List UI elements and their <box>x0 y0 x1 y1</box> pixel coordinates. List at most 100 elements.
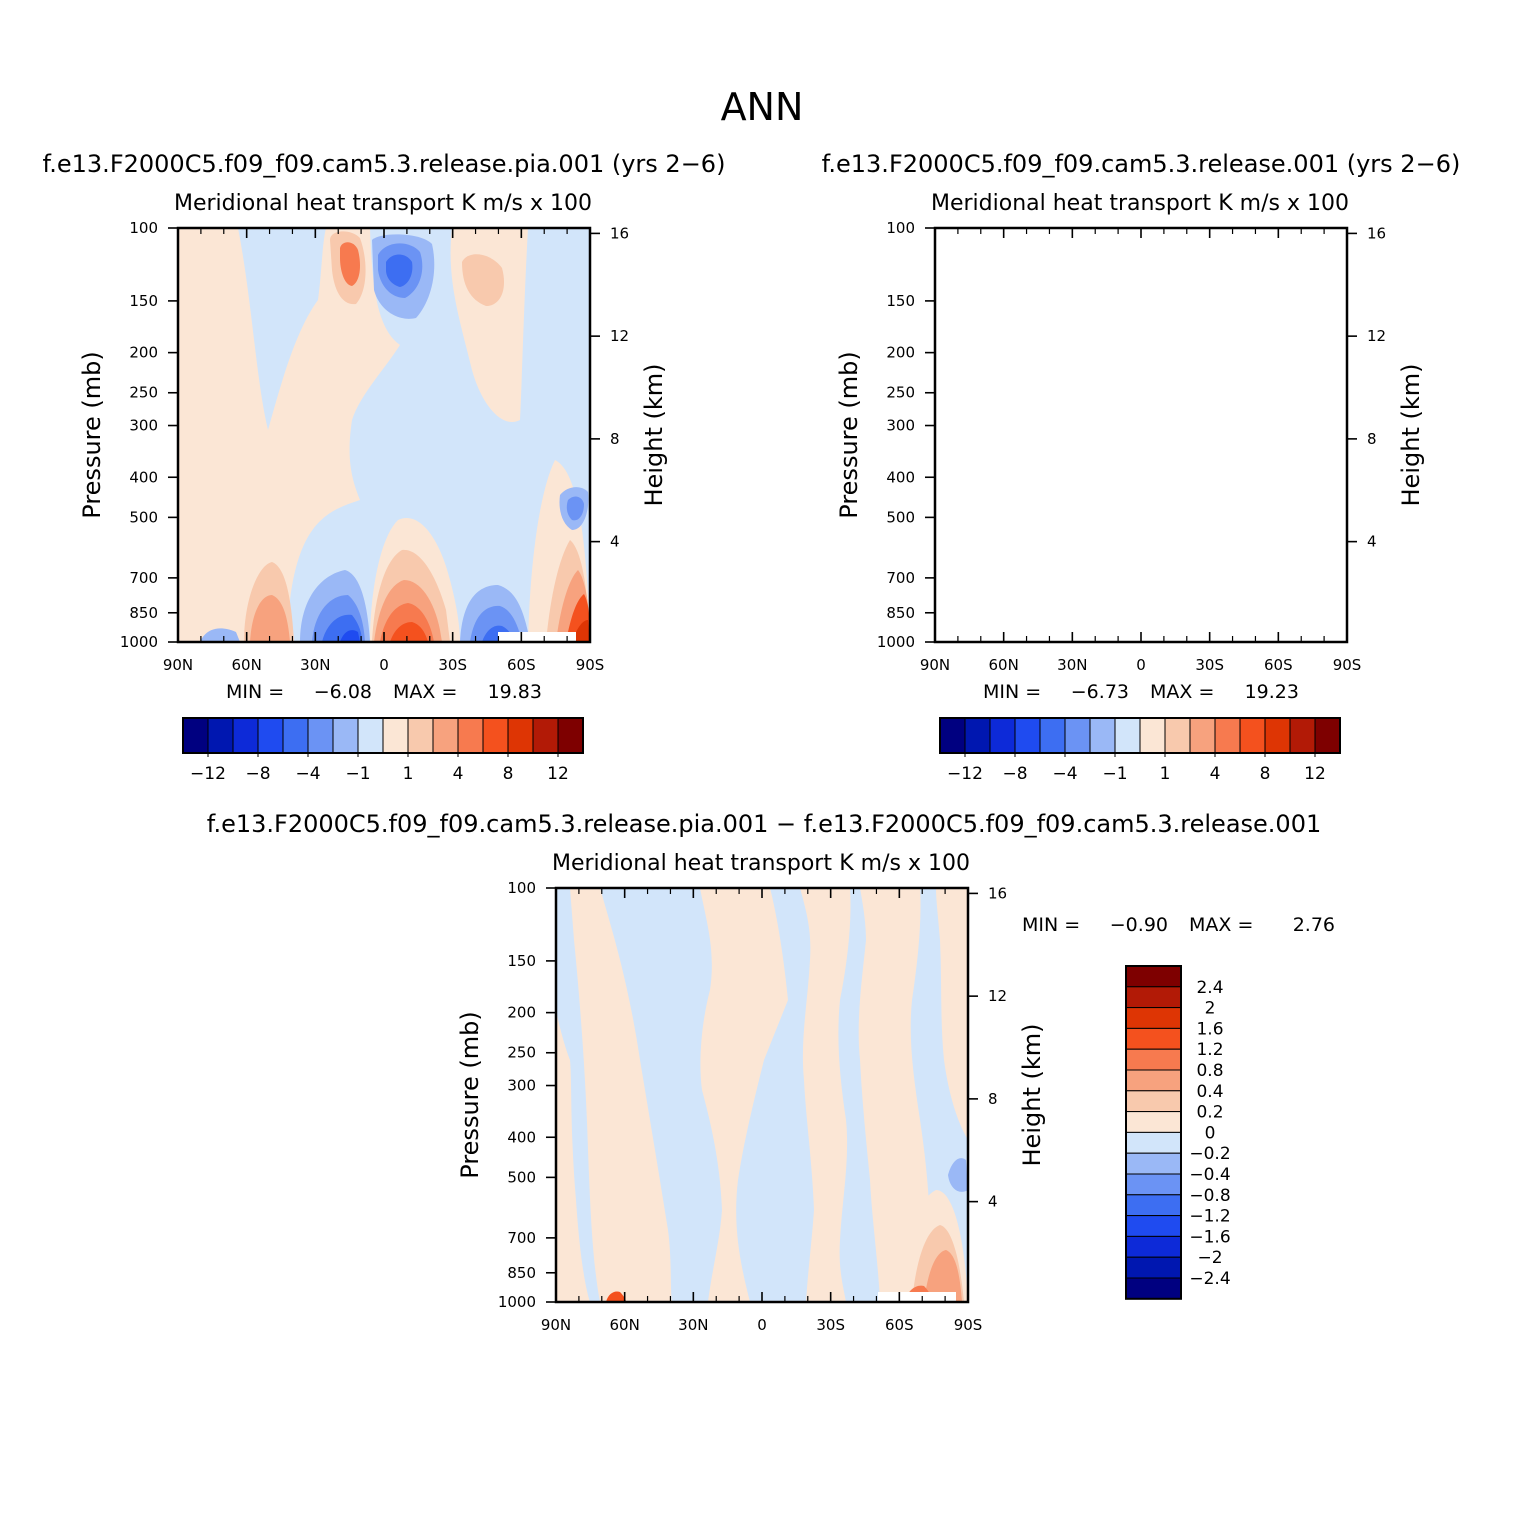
panel-1-min-label: MIN = <box>226 681 284 703</box>
panel-2-colorbar: −12 −8 −4 −1 1 4 8 12 <box>939 717 1341 784</box>
panel-1-colorbar-frame <box>182 717 584 754</box>
panel-diff-ytick-label: 850 <box>507 1264 536 1282</box>
panel-2-colorbar-label: 1 <box>1160 764 1171 784</box>
panel-2-ytick-label: 300 <box>886 417 915 435</box>
panel-2-ytick-label: 500 <box>886 508 915 526</box>
panel-1-ytick-label: 150 <box>129 292 158 310</box>
panel-2-y2tick-label: 4 <box>1367 533 1377 551</box>
panel-2-xtick-label: 30S <box>1195 656 1224 674</box>
panel-2-colorbar-label: −8 <box>1002 764 1027 784</box>
panel-1-colorbar-label: 1 <box>403 764 414 784</box>
panel-2-axes: 100 150 200 250 300 400 500 700 850 1000 16 12 8 4 90N… <box>877 219 1386 674</box>
panel-2-max-value: 19.23 <box>1245 681 1299 703</box>
panel-2-colorbar-swatch <box>1214 717 1241 754</box>
panel-2-colorbar-label: −4 <box>1052 764 1077 784</box>
panel-diff-y2tick-label: 4 <box>988 1193 998 1211</box>
panel-2-ytick-label: 1000 <box>877 633 915 651</box>
panel-1-right-title: K m/s x 100 <box>461 191 592 216</box>
panel-1-colorbar-swatch <box>357 717 384 754</box>
panel-diff-y2tick-label: 8 <box>988 1090 998 1108</box>
panel-diff-xtick-label: 90N <box>541 1316 571 1334</box>
panel-diff-colorbar-label: 0 <box>1205 1123 1216 1143</box>
panel-1-contour-field <box>178 228 590 642</box>
panel-diff-xtick-label: 60S <box>885 1316 914 1334</box>
panel-diff-ytick-label: 300 <box>507 1077 536 1095</box>
panel-2-right-title: K m/s x 100 <box>1218 191 1349 216</box>
panel-1-colorbar-swatch <box>282 717 309 754</box>
panel-2-y2tick-label: 8 <box>1367 430 1377 448</box>
panel-1-colorbar-swatch <box>257 717 284 754</box>
panel-1-max-label: MAX = <box>393 681 457 703</box>
panel-diff-colorbar-swatch <box>1125 1277 1182 1300</box>
panel-diff-colorbar-label: −0.8 <box>1189 1186 1230 1206</box>
panel-1-colorbar-swatch <box>482 717 509 754</box>
panel-2-axes-box <box>933 226 1349 644</box>
panel-diff-colorbar-swatch <box>1125 1131 1182 1154</box>
panel-2-min-label: MIN = <box>983 681 1041 703</box>
panel-diff-ytick-label: 100 <box>507 879 536 897</box>
panel-2-max-label: MAX = <box>1150 681 1214 703</box>
panel-1-ytick-label: 100 <box>129 219 158 237</box>
panel-diff-colorbar-swatch <box>1125 1256 1182 1279</box>
panel-diff-colorbar-label: −1.2 <box>1189 1207 1230 1227</box>
panel-diff-xtick-label: 90S <box>954 1316 983 1334</box>
panel-diff-colorbar-label: 2 <box>1205 999 1216 1019</box>
panel-2-ytick-label: 850 <box>886 604 915 622</box>
panel-diff-colorbar-label: 0.2 <box>1196 1103 1223 1123</box>
panel-1-colorbar-label: −1 <box>345 764 370 784</box>
panel-1-ytick-label: 850 <box>129 604 158 622</box>
panel-diff-ytick-label: 200 <box>507 1004 536 1022</box>
panel-1-ytick-label: 500 <box>129 508 158 526</box>
panel-1-ytick-label: 1000 <box>120 633 158 651</box>
panel-2-colorbar-swatch <box>964 717 991 754</box>
panel-1-colorbar-label: −8 <box>245 764 270 784</box>
panel-diff-colorbar-swatch <box>1125 986 1182 1009</box>
panel-diff-max-value: 2.76 <box>1293 914 1335 936</box>
panel-diff-min-value: −0.90 <box>1110 914 1168 936</box>
panel-1-colorbar-swatch <box>557 717 584 754</box>
panel-diff-contour-field <box>556 888 968 1302</box>
panel-diff-ytick-label: 700 <box>507 1229 536 1247</box>
panel-diff-ytick-label: 400 <box>507 1128 536 1146</box>
panel-1-ytick-label: 400 <box>129 468 158 486</box>
panel-1-ylabel: Pressure (mb) <box>78 351 106 518</box>
panel-2-ytick-label: 150 <box>886 292 915 310</box>
panel-diff-left-title: Meridional heat transport <box>552 851 832 876</box>
panel-1-xtick-label: 90N <box>163 656 193 674</box>
panel-1-y2tick-label: 4 <box>610 533 620 551</box>
panel-1-colorbar-swatch <box>432 717 459 754</box>
panel-1-colorbar-swatch <box>232 717 259 754</box>
panel-2-case-title: f.e13.F2000C5.f09_f09.cam5.3.release.001… <box>822 150 1461 178</box>
panel-2-contour-field <box>935 228 1347 642</box>
panel-1-colorbar-swatch <box>507 717 534 754</box>
panel-diff-right-title: K m/s x 100 <box>839 851 970 876</box>
panel-1-min-value: −6.08 <box>314 681 372 703</box>
panel-diff-colorbar-swatch <box>1125 1027 1182 1050</box>
panel-2-colorbar-label: −1 <box>1102 764 1127 784</box>
panel-diff-colorbar-swatch <box>1125 1069 1182 1092</box>
panel-diff-y2label: Height (km) <box>1018 1024 1046 1167</box>
panel-diff-colorbar-swatch <box>1125 1194 1182 1217</box>
panel-1-colorbar-label: 4 <box>453 764 464 784</box>
panel-2-colorbar-swatch <box>1264 717 1291 754</box>
panel-2-colorbar-label: 4 <box>1210 764 1221 784</box>
panel-1-max-value: 19.83 <box>488 681 542 703</box>
panel-diff-ytick-label: 500 <box>507 1168 536 1186</box>
panel-1-xtick-label: 30S <box>438 656 467 674</box>
panel-1-colorbar-label: −12 <box>190 764 226 784</box>
panel-2-ytick-label: 100 <box>886 219 915 237</box>
panel-2-left-title: Meridional heat transport <box>931 191 1211 216</box>
panel-1: f.e13.F2000C5.f09_f09.cam5.3.release.pia… <box>43 150 726 784</box>
panel-1-xtick-label: 90S <box>576 656 605 674</box>
panel-diff-colorbar-label: 2.4 <box>1196 978 1223 998</box>
panel-2-colorbar-swatch <box>1289 717 1316 754</box>
panel-2-colorbar-swatch <box>1314 717 1341 754</box>
panel-2-colorbar-label: 8 <box>1260 764 1271 784</box>
panel-2-ytick-label: 400 <box>886 468 915 486</box>
panel-1-colorbar-label: 12 <box>547 764 569 784</box>
panel-2-colorbar-swatch <box>1064 717 1091 754</box>
panel-1-colorbar: −12 −8 −4 −1 1 4 8 12 <box>182 717 584 784</box>
panel-2-xtick-label: 0 <box>1136 656 1146 674</box>
panel-diff-ytick-label: 250 <box>507 1044 536 1062</box>
